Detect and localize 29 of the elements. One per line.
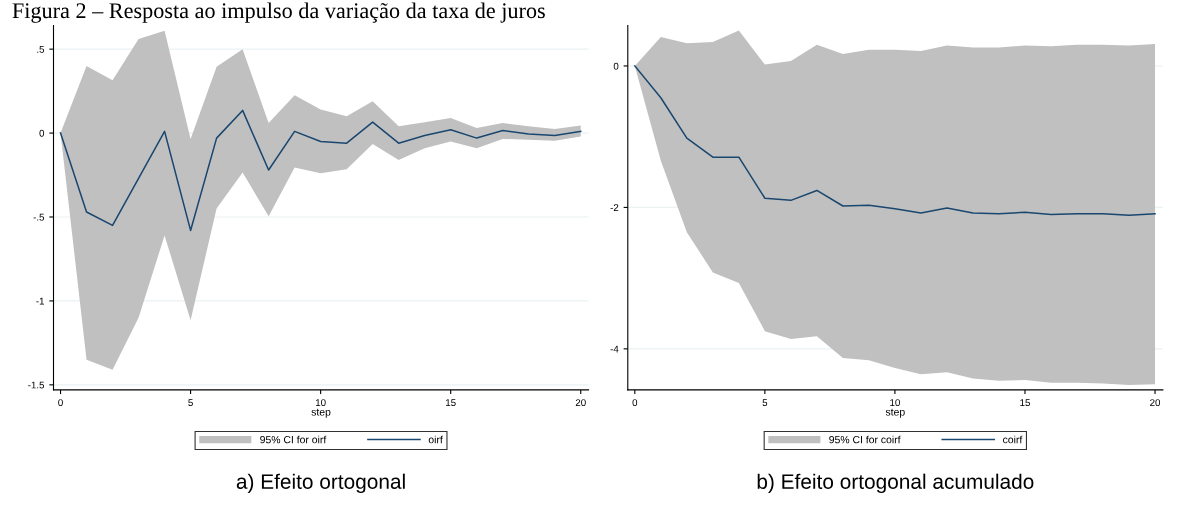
text: a) Efeito ortogonal [236,473,405,494]
x-tick-label: 0 [58,399,63,407]
y-tick-label: 0 [39,129,45,137]
x-tick-label: 15 [446,399,456,407]
x-axis-title: step [311,408,331,418]
y-tick-label: .5 [37,45,45,53]
x-tick-label: 20 [1150,399,1161,407]
y-tick-label: -1 [36,297,44,305]
text: 95% CI for oirf [260,435,327,444]
x-tick-label: 10 [890,399,900,407]
legend-label: coirf [1003,435,1023,444]
x-axis-title: step [885,408,905,418]
y-tick-label: -.5 [33,213,45,221]
y-tick-label: -2 [610,204,619,211]
x-tick-label: 0 [632,399,638,407]
text: b) Efeito ortogonal acumulado [757,473,1034,494]
x-tick-label: 10 [315,399,326,407]
y-tick-label: -4 [610,345,619,353]
text: 95% CI for coirf [829,435,901,444]
x-tick-label: 15 [1020,399,1030,407]
x-tick-label: 5 [762,399,768,407]
legend-label: oirf [428,435,443,444]
y-tick-label: -1.5 [28,381,45,389]
x-tick-label: 20 [575,399,586,407]
line-series [59,109,582,232]
x-tick-label: 5 [188,399,193,407]
line-series [634,65,1156,216]
y-tick-label: 0 [613,62,619,70]
chart-title: Figura 2 – Resposta ao impulso da variação da taxa de juros [12,2,545,23]
